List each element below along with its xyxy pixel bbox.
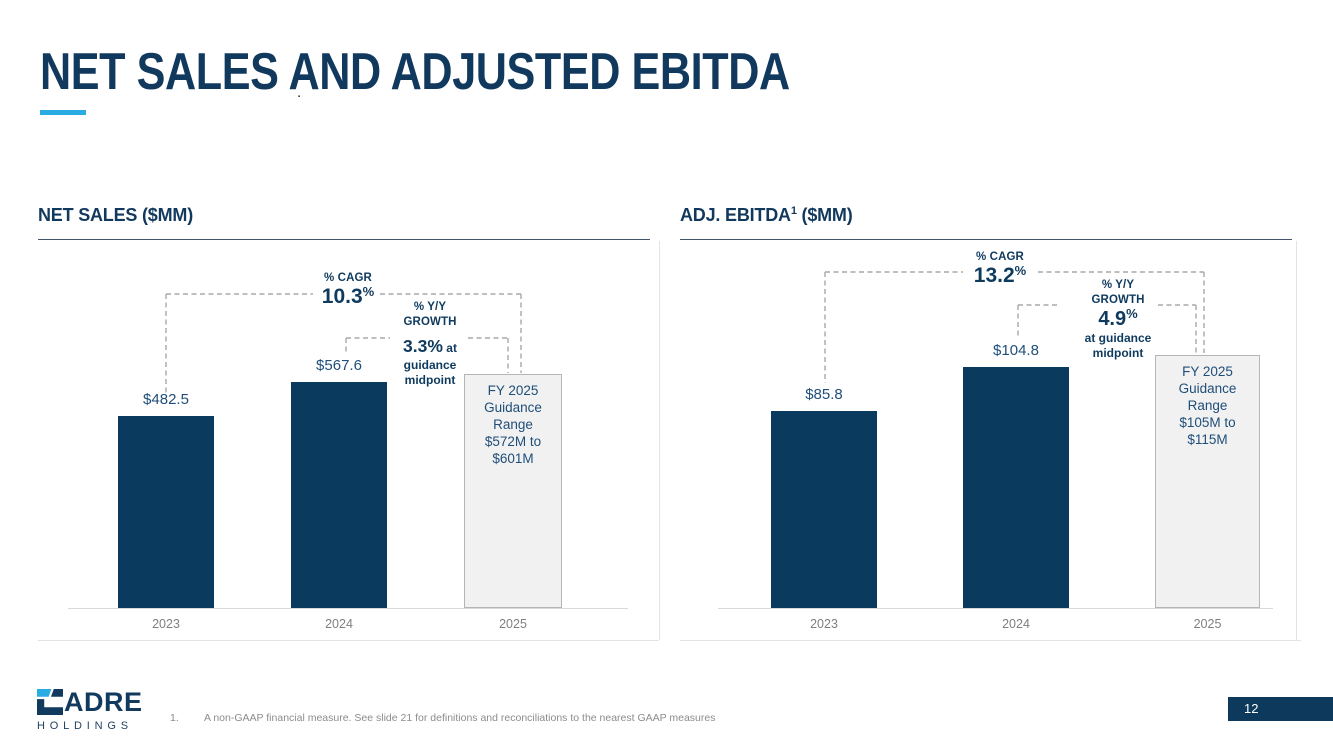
net-sales-chart-panel: NET SALES ($MM) % CAGR 10.3% % Y/Y GROWT…	[38, 205, 662, 655]
bar-value-label-2024: $567.6	[316, 357, 362, 374]
cagr-percent-sign: %	[362, 284, 375, 299]
yoy-suffix: at	[442, 341, 457, 355]
page-title: NET SALES AND ADJUSTED EBITDA	[40, 43, 790, 101]
title-accent-dash	[40, 110, 86, 115]
net-sales-heading: NET SALES ($MM)	[38, 205, 193, 226]
x-axis-line	[718, 608, 1273, 609]
yoy-number: 4.9	[1098, 308, 1127, 330]
cadre-logo: ADRE HOLDINGS	[37, 689, 143, 732]
footnote-number: 1.	[170, 712, 179, 724]
yoy-growth-note: at guidance midpoint	[1058, 331, 1178, 361]
guidance-box-2025: FY 2025 Guidance Range $572M to $601M	[464, 374, 562, 608]
yoy-growth-note: guidance midpoint	[370, 358, 490, 388]
cagr-label: % CAGR	[976, 251, 1024, 263]
yoy-growth-label: % Y/Y GROWTH	[370, 300, 490, 329]
panel-divider-rule	[1296, 241, 1297, 640]
yoy-percent-sign: %	[1126, 306, 1138, 321]
yoy-label-line1: % Y/Y	[1101, 279, 1135, 291]
yoy-growth-value: 4.9%	[1058, 306, 1178, 331]
dashed-bracket-lines	[165, 293, 522, 393]
yoy-label-line2: GROWTH	[403, 315, 457, 328]
x-axis-label-2025: 2025	[499, 617, 527, 631]
yoy-note-line1: at guidance	[1084, 331, 1152, 345]
x-axis-line	[68, 608, 628, 609]
guidance-box-text-line: $601M	[492, 451, 534, 466]
footnote: 1. A non-GAAP financial measure. See sli…	[170, 712, 716, 724]
panel-divider-rule	[659, 241, 660, 640]
panel-bottom-rule	[680, 640, 1301, 641]
bar-value-label-2024: $104.8	[993, 342, 1039, 359]
adj-ebitda-chart-panel: ADJ. EBITDA1 ($MM) % CAGR 13.2% % Y/Y GR…	[680, 205, 1304, 655]
guidance-box-text-line: Guidance	[484, 400, 542, 415]
logo-holdings-text: HOLDINGS	[37, 720, 133, 732]
x-axis-label-2024: 2024	[1002, 617, 1030, 631]
x-axis-label-2023: 2023	[810, 617, 838, 631]
x-axis-label-2025: 2025	[1193, 617, 1222, 631]
cagr-value: 13.2%	[940, 263, 1060, 288]
yoy-label-line1: % Y/Y	[413, 301, 447, 313]
guidance-box-text-line: $115M	[1187, 432, 1228, 447]
panel-bottom-rule	[38, 640, 659, 641]
x-axis-label-2024: 2024	[325, 617, 353, 631]
footnote-text: A non-GAAP financial measure. See slide …	[204, 712, 716, 724]
cagr-label: % CAGR	[324, 272, 372, 284]
cagr-value: 10.3%	[288, 284, 408, 309]
cagr-percent-sign: %	[1014, 263, 1027, 278]
stray-period: .	[297, 84, 302, 101]
yoy-note-line1: guidance	[403, 358, 457, 372]
yoy-growth-label: % Y/Y GROWTH	[1058, 278, 1178, 307]
guidance-box-text-line: FY 2025	[1182, 364, 1233, 379]
page-number-badge: 12	[1228, 697, 1333, 721]
yoy-number: 3.3%	[403, 336, 443, 356]
logo-wordmark: ADRE	[64, 687, 143, 717]
guidance-box-text-line: FY 2025	[487, 383, 539, 398]
heading-superscript: 1	[790, 205, 797, 217]
bar-2023	[118, 416, 214, 608]
bar-value-label-2023: $482.5	[143, 391, 189, 408]
heading-rest: ($MM)	[796, 205, 853, 225]
heading-text: NET SALES ($MM)	[38, 205, 194, 225]
heading-text: ADJ. EBITDA	[680, 205, 791, 225]
dashed-bracket-lines	[824, 271, 1205, 383]
yoy-note-line2: midpoint	[404, 373, 456, 387]
heading-rule	[680, 239, 1292, 240]
guidance-box-text-line: Range	[1187, 398, 1228, 413]
yoy-note-line2: midpoint	[1092, 346, 1144, 360]
bar-value-label-2023: $85.8	[805, 386, 843, 403]
cagr-number: 10.3	[321, 285, 363, 308]
guidance-box-2025: FY 2025 Guidance Range $105M to $115M	[1155, 355, 1260, 608]
guidance-box-text-line: $105M to	[1179, 415, 1236, 430]
guidance-box-text-line: Guidance	[1178, 381, 1237, 396]
x-axis-label-2023: 2023	[152, 617, 180, 631]
guidance-box-text-line: Range	[493, 417, 533, 432]
bar-2024	[291, 382, 387, 608]
cadre-logo-c-icon	[37, 689, 63, 715]
yoy-growth-value: 3.3% at	[370, 336, 490, 356]
bar-2023	[771, 411, 877, 608]
guidance-box-text-line: $572M to	[484, 434, 542, 449]
yoy-label-line2: GROWTH	[1091, 293, 1145, 306]
cagr-number: 13.2	[973, 264, 1015, 287]
adj-ebitda-heading: ADJ. EBITDA1 ($MM)	[680, 205, 853, 226]
bar-2024	[963, 367, 1069, 608]
heading-rule	[38, 239, 650, 240]
